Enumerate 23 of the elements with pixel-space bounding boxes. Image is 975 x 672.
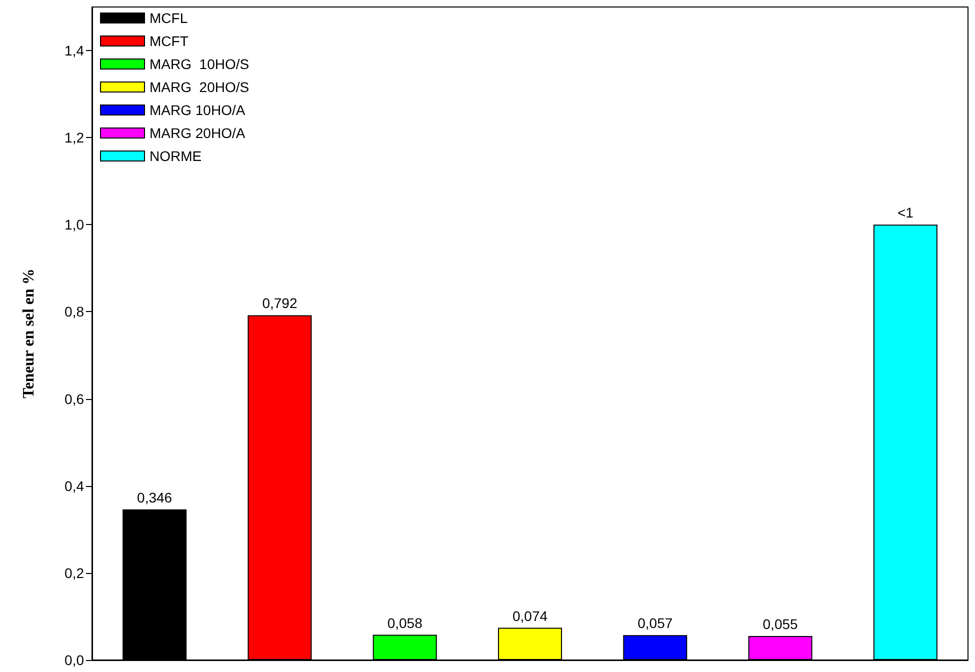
y-tick-label: 0,4: [64, 478, 84, 494]
data-label: <1: [897, 204, 914, 221]
y-tick-label: 1,2: [64, 130, 84, 146]
y-axis-title: Teneur en sel en %: [20, 268, 38, 398]
y-tick-label: 0,2: [64, 564, 84, 581]
y-tick-label: 0,0: [64, 652, 84, 668]
data-label: 0,058: [387, 614, 423, 631]
legend-label: MCFT: [150, 33, 189, 49]
y-tick-label: 0,6: [64, 390, 84, 407]
legend-label: MCFL: [150, 10, 188, 26]
data-label: 0,074: [512, 608, 548, 624]
legend-label: MARG 10HO/S: [150, 56, 250, 72]
legend-label: MARG 10HO/A: [150, 102, 246, 118]
y-tick-label: 0,8: [64, 304, 84, 320]
data-label: 0,792: [262, 295, 298, 312]
data-label: 0,055: [762, 616, 798, 632]
y-tick-label: 1,4: [64, 42, 84, 59]
legend-label: MARG 20HO/S: [150, 79, 250, 95]
legend-label: NORME: [150, 148, 202, 164]
data-label: 0,346: [137, 489, 172, 506]
legend-label: MARG 20HO/A: [150, 125, 246, 141]
y-tick-label: 1,0: [64, 216, 84, 233]
data-label: 0,057: [638, 615, 673, 632]
